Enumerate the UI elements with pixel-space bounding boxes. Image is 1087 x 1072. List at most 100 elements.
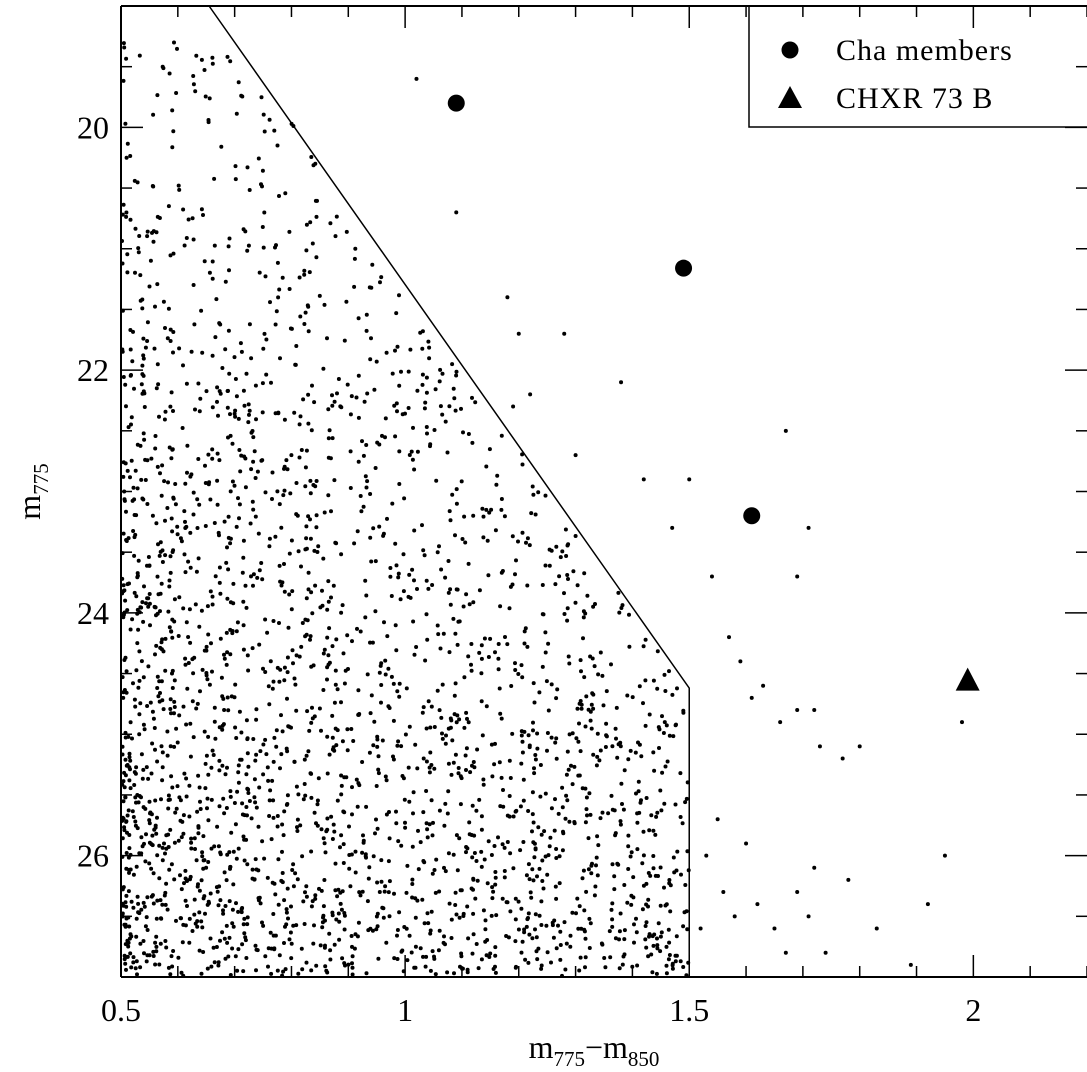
- field-source-point: [127, 833, 132, 837]
- field-source-point: [163, 939, 168, 943]
- field-source-point: [300, 621, 305, 625]
- field-source-point: [432, 868, 437, 872]
- field-source-point: [622, 768, 627, 773]
- field-source-point: [647, 932, 652, 937]
- field-source-point: [248, 521, 253, 526]
- field-source-point: [626, 833, 631, 838]
- field-source-point: [204, 753, 209, 758]
- field-source-point: [212, 176, 217, 181]
- field-source-point: [535, 731, 540, 736]
- field-source-point: [196, 882, 200, 887]
- field-source-point: [505, 813, 510, 818]
- field-source-point: [303, 547, 308, 552]
- field-source-point: [247, 322, 252, 327]
- field-source-point: [421, 859, 426, 863]
- field-source-point: [603, 965, 608, 970]
- field-source-point: [168, 404, 173, 409]
- field-source-point: [321, 366, 326, 371]
- field-source-point: [139, 907, 144, 912]
- field-source-point: [273, 534, 278, 539]
- field-source-point: [289, 941, 294, 946]
- field-source-point: [549, 960, 553, 965]
- field-source-point: [140, 306, 145, 311]
- field-source-point: [241, 555, 246, 560]
- field-source-point: [406, 406, 411, 410]
- field-source-point: [619, 380, 624, 385]
- field-source-point: [136, 250, 141, 255]
- field-source-point: [663, 903, 668, 908]
- field-source-point: [159, 916, 164, 921]
- field-source-point: [309, 590, 314, 595]
- field-source-point: [155, 853, 160, 858]
- field-source-point: [485, 538, 490, 543]
- field-source-point: [435, 550, 440, 555]
- field-source-point: [678, 815, 683, 819]
- field-source-point: [493, 953, 498, 958]
- field-source-point: [493, 970, 498, 975]
- field-source-point: [141, 336, 146, 341]
- field-source-point: [281, 969, 286, 974]
- field-source-point: [415, 388, 420, 393]
- field-source-point: [591, 604, 596, 609]
- field-source-point: [163, 902, 168, 907]
- field-source-point: [543, 630, 548, 635]
- field-source-point: [276, 857, 281, 862]
- field-source-point: [487, 955, 492, 959]
- field-source-point: [461, 604, 466, 609]
- field-source-point: [254, 717, 259, 722]
- field-source-point: [467, 602, 472, 607]
- field-source-point: [285, 793, 290, 798]
- field-source-point: [538, 763, 543, 767]
- field-source-point: [401, 969, 406, 974]
- field-source-point: [216, 903, 221, 908]
- field-source-point: [502, 514, 507, 519]
- field-source-point: [616, 742, 621, 747]
- field-source-point: [196, 824, 201, 829]
- field-source-point: [210, 259, 215, 264]
- field-source-point: [247, 188, 252, 192]
- field-source-point: [580, 876, 585, 881]
- field-source-point: [177, 346, 182, 351]
- field-source-point: [303, 617, 308, 622]
- field-source-point: [415, 449, 420, 454]
- field-source-point: [140, 496, 145, 501]
- field-source-point: [350, 639, 354, 644]
- field-source-point: [210, 594, 215, 599]
- field-source-point: [223, 904, 228, 908]
- field-source-point: [356, 712, 361, 717]
- field-source-point: [154, 613, 158, 618]
- field-source-point: [490, 885, 495, 890]
- field-source-point: [339, 773, 344, 778]
- field-source-point: [241, 834, 246, 839]
- field-source-point: [138, 298, 143, 303]
- field-source-point: [210, 447, 215, 452]
- field-source-point: [257, 895, 262, 900]
- field-source-point: [448, 716, 453, 721]
- field-source-point: [783, 428, 788, 433]
- field-source-point: [215, 824, 220, 829]
- field-source-point: [342, 927, 347, 932]
- field-source-point: [220, 727, 225, 732]
- field-source-point: [151, 954, 156, 958]
- field-source-point: [383, 884, 388, 889]
- field-source-point: [352, 541, 357, 546]
- field-source-point: [145, 502, 150, 506]
- field-source-point: [231, 849, 236, 854]
- field-source-point: [667, 953, 672, 957]
- field-source-point: [306, 304, 311, 309]
- field-source-point: [342, 810, 347, 815]
- field-source-point: [612, 887, 617, 892]
- field-source-point: [287, 592, 292, 597]
- field-source-point: [301, 797, 306, 802]
- field-source-point: [635, 963, 640, 968]
- field-source-point: [581, 615, 586, 620]
- field-source-point: [254, 867, 259, 872]
- field-source-point: [424, 789, 429, 793]
- field-source-point: [314, 255, 319, 260]
- field-source-point: [284, 922, 289, 927]
- field-source-point: [304, 884, 309, 889]
- field-source-point: [463, 540, 468, 545]
- field-source-point: [236, 416, 241, 421]
- field-source-point: [306, 514, 311, 519]
- field-source-point: [424, 726, 429, 731]
